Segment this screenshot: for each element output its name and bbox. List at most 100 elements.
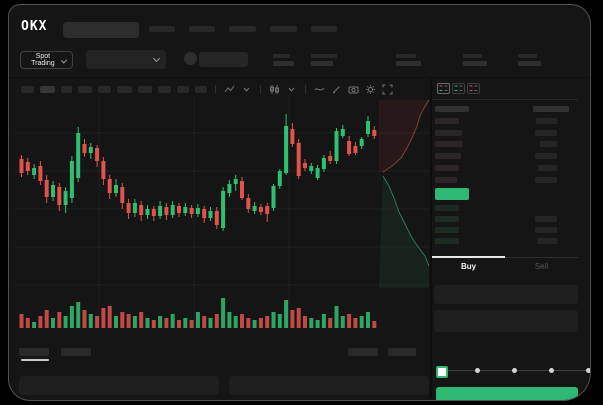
chart-footer-tab[interactable] bbox=[19, 348, 49, 356]
slider-stop[interactable] bbox=[585, 368, 590, 373]
stat-label-placeholder bbox=[518, 54, 537, 58]
okx-logo[interactable]: OKX bbox=[21, 19, 48, 34]
tab-sell[interactable]: Sell bbox=[534, 262, 549, 271]
chart-footer-action[interactable] bbox=[388, 348, 416, 356]
fullscreen-icon[interactable] bbox=[382, 84, 393, 95]
stat-value-placeholder bbox=[463, 61, 487, 66]
price-input[interactable] bbox=[434, 285, 578, 304]
settings-icon[interactable] bbox=[365, 84, 376, 95]
nav-item-placeholder[interactable] bbox=[270, 26, 297, 32]
order-book-row-ask[interactable] bbox=[432, 163, 578, 173]
slider-stop[interactable] bbox=[548, 368, 554, 373]
tab-buy[interactable]: Buy bbox=[460, 262, 477, 271]
pair-name-placeholder bbox=[199, 52, 248, 67]
ticker-stat bbox=[518, 54, 541, 66]
nav-item-placeholder[interactable] bbox=[189, 26, 215, 32]
ask-amount-placeholder bbox=[536, 118, 557, 124]
interval-button[interactable] bbox=[138, 86, 152, 93]
book-asks-icon[interactable] bbox=[467, 83, 480, 94]
market-type-selector[interactable]: Spot Trading bbox=[20, 51, 73, 69]
order-book-row-bid[interactable] bbox=[432, 225, 578, 235]
app-window: OKX Spot Trading Buy Sell bbox=[8, 4, 591, 401]
chevron-down-icon[interactable] bbox=[241, 84, 252, 95]
chart-footer-action[interactable] bbox=[348, 348, 378, 356]
chevron-down-icon bbox=[60, 56, 68, 64]
stat-value-placeholder bbox=[311, 61, 333, 66]
interval-button[interactable] bbox=[117, 86, 132, 93]
slider-handle[interactable] bbox=[436, 366, 448, 378]
order-book-row-ask[interactable] bbox=[432, 139, 578, 149]
candle-style-icon[interactable] bbox=[269, 84, 280, 95]
draw-icon[interactable] bbox=[331, 84, 342, 95]
order-book-row-ask[interactable] bbox=[432, 116, 578, 126]
order-book-row-bid[interactable] bbox=[432, 214, 578, 224]
ask-price-placeholder bbox=[435, 129, 462, 136]
order-book-row-bid[interactable] bbox=[432, 236, 578, 246]
amount-input[interactable] bbox=[434, 310, 578, 332]
chevron-down-icon[interactable] bbox=[286, 84, 297, 95]
ask-price-placeholder bbox=[435, 176, 457, 183]
ticker-stat bbox=[463, 54, 487, 66]
ask-price-placeholder bbox=[435, 118, 459, 124]
camera-icon[interactable] bbox=[348, 84, 359, 95]
last-price-highlight[interactable] bbox=[435, 188, 469, 200]
ask-price-placeholder bbox=[435, 164, 459, 171]
stat-value-placeholder bbox=[518, 61, 541, 66]
line-tool-icon[interactable] bbox=[314, 84, 325, 95]
orderbook-price-header-placeholder bbox=[435, 106, 469, 112]
order-book-row-ask[interactable] bbox=[432, 128, 578, 138]
nav-item-placeholder[interactable] bbox=[149, 26, 175, 32]
buy-tab-indicator bbox=[432, 256, 505, 258]
interval-button[interactable] bbox=[78, 86, 92, 93]
bid-amount-placeholder bbox=[535, 216, 557, 222]
book-bids-icon[interactable] bbox=[452, 83, 465, 94]
header-divider bbox=[9, 77, 590, 78]
pair-coin-icon bbox=[184, 52, 197, 65]
slider-stop[interactable] bbox=[474, 368, 480, 373]
price-chart[interactable] bbox=[15, 96, 429, 331]
indicator-icon[interactable] bbox=[224, 84, 235, 95]
bid-amount-placeholder bbox=[537, 238, 557, 244]
bottom-panel-placeholder[interactable] bbox=[19, 376, 219, 395]
chart-toolbar bbox=[21, 84, 393, 95]
stat-label-placeholder bbox=[311, 54, 337, 58]
stat-value-placeholder bbox=[396, 61, 421, 66]
interval-button[interactable] bbox=[177, 86, 189, 93]
order-book-row-ask[interactable] bbox=[432, 175, 578, 185]
interval-button[interactable] bbox=[158, 86, 171, 93]
search-input[interactable] bbox=[63, 22, 139, 38]
bottom-panel-placeholder[interactable] bbox=[229, 376, 429, 395]
interval-button[interactable] bbox=[40, 86, 55, 93]
interval-button[interactable] bbox=[195, 86, 207, 93]
ticker-stat bbox=[273, 54, 294, 66]
active-tab-underline bbox=[21, 359, 49, 361]
interval-button[interactable] bbox=[21, 86, 34, 93]
slider-stop[interactable] bbox=[511, 368, 517, 373]
amount-slider bbox=[432, 366, 590, 378]
stat-label-placeholder bbox=[463, 54, 482, 58]
stat-label-placeholder bbox=[273, 54, 290, 58]
nav-item-placeholder[interactable] bbox=[311, 26, 337, 32]
market-type-label: Spot Trading bbox=[31, 53, 55, 67]
bid-price-placeholder bbox=[435, 205, 459, 211]
trading-pair-selector[interactable] bbox=[86, 50, 166, 69]
chart-footer-tab[interactable] bbox=[61, 348, 91, 356]
bid-amount-placeholder bbox=[535, 227, 557, 233]
interval-button[interactable] bbox=[61, 86, 72, 93]
nav-item-placeholder[interactable] bbox=[229, 26, 256, 32]
order-book-row-ask[interactable] bbox=[432, 151, 578, 161]
sell-tab-indicator bbox=[505, 257, 578, 258]
order-book-row-bid[interactable] bbox=[432, 203, 578, 213]
stat-label-placeholder bbox=[396, 54, 416, 58]
buy-submit-button[interactable] bbox=[436, 387, 578, 400]
stat-value-placeholder bbox=[273, 61, 294, 66]
toolbar-divider bbox=[305, 85, 306, 94]
ticker-stat bbox=[311, 54, 337, 66]
interval-button[interactable] bbox=[98, 86, 111, 93]
toolbar-divider bbox=[260, 85, 261, 94]
top-navigation bbox=[149, 26, 337, 32]
orderbook-amount-header-placeholder bbox=[533, 106, 569, 112]
bid-price-placeholder bbox=[435, 227, 459, 233]
ask-amount-placeholder bbox=[535, 153, 557, 160]
book-both-icon[interactable] bbox=[437, 83, 450, 94]
